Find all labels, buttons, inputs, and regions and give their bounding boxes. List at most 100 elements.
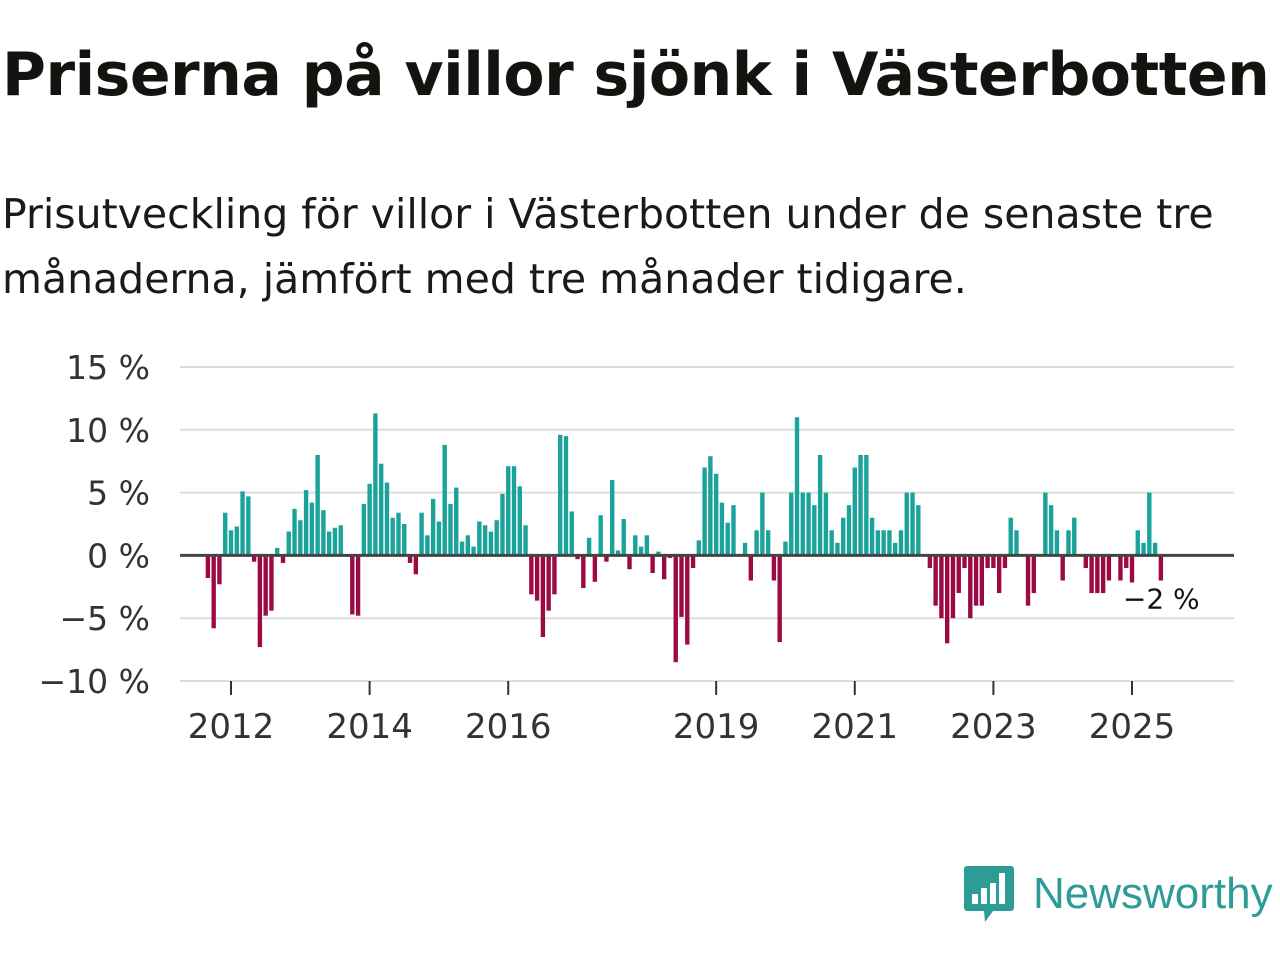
bar	[552, 555, 557, 595]
bar	[217, 555, 222, 585]
bar	[581, 555, 586, 589]
bar	[685, 555, 690, 645]
bar	[442, 444, 447, 556]
bar	[292, 508, 297, 556]
bar	[1048, 505, 1054, 556]
bar	[881, 530, 886, 556]
newsworthy-logo: Newsworthy	[963, 864, 1273, 924]
bar	[586, 537, 592, 556]
y-tick-label: 0 %	[87, 536, 150, 575]
bar	[419, 512, 424, 556]
x-tick-label: 2025	[1089, 707, 1176, 747]
bar	[477, 521, 482, 556]
bar	[968, 555, 973, 619]
bar	[598, 515, 603, 556]
x-tick-label: 2021	[812, 707, 899, 747]
bar	[713, 473, 719, 556]
bar	[944, 555, 950, 644]
bar	[829, 530, 834, 556]
last-value-label: −2 %	[1123, 583, 1200, 616]
bar	[494, 520, 499, 556]
bar	[454, 487, 459, 556]
y-tick-label: −5 %	[60, 599, 151, 638]
bar	[540, 555, 546, 638]
bar	[950, 555, 956, 619]
bar	[471, 546, 476, 556]
bar	[875, 530, 881, 556]
bar	[835, 542, 840, 556]
bar	[315, 454, 320, 556]
bar	[500, 493, 505, 556]
bar	[413, 555, 419, 575]
bar	[1008, 517, 1013, 556]
bar	[817, 454, 823, 556]
bar	[1083, 555, 1088, 568]
bar	[263, 555, 268, 616]
bar	[448, 503, 453, 556]
newsworthy-chart-icon	[964, 866, 1014, 922]
bar	[812, 505, 817, 556]
bar	[592, 555, 598, 582]
bar	[794, 417, 800, 556]
bar	[996, 555, 1002, 594]
bar	[962, 555, 967, 568]
bar	[511, 466, 517, 556]
bar	[638, 546, 644, 556]
bar	[846, 505, 852, 556]
x-tick-label: 2019	[673, 707, 760, 747]
y-tick-label: 5 %	[87, 474, 150, 513]
bar	[656, 551, 661, 556]
bar	[985, 555, 990, 568]
last-value-label-background	[1118, 582, 1199, 617]
bar	[303, 490, 309, 556]
bar	[956, 555, 961, 594]
bar	[904, 492, 909, 556]
last-value-annotation-group: −2 %	[1118, 582, 1200, 617]
bar	[1031, 555, 1037, 594]
bar	[402, 524, 407, 556]
bar	[615, 550, 621, 556]
bar	[979, 555, 985, 606]
bar	[887, 530, 892, 556]
bar	[269, 555, 274, 611]
bar	[309, 502, 315, 556]
bar	[708, 456, 713, 556]
bar	[1072, 517, 1077, 556]
bar	[973, 555, 979, 606]
bar	[731, 505, 736, 556]
bar	[864, 454, 869, 556]
bar	[783, 541, 788, 556]
x-tick-label: 2023	[950, 707, 1037, 747]
bar	[893, 542, 898, 556]
bar	[275, 547, 280, 556]
bar	[939, 555, 944, 619]
bar	[569, 511, 574, 556]
bar	[563, 436, 569, 556]
y-tick-label: 10 %	[66, 411, 150, 450]
bar	[771, 555, 777, 581]
bar	[558, 434, 563, 556]
bar	[575, 555, 580, 560]
bar	[286, 531, 291, 556]
bar	[350, 555, 355, 615]
bars	[205, 413, 1164, 663]
bar	[1129, 555, 1135, 594]
bar	[534, 555, 540, 601]
bar	[332, 527, 338, 556]
bar	[396, 512, 401, 556]
bar	[800, 492, 805, 556]
bar	[869, 517, 875, 556]
bar	[1158, 555, 1164, 581]
bar	[1124, 555, 1129, 568]
bar	[927, 555, 933, 568]
bar	[228, 530, 234, 556]
bar	[211, 555, 216, 629]
bar	[633, 535, 638, 556]
bar	[673, 555, 678, 663]
bar	[1106, 555, 1112, 581]
bar	[610, 480, 615, 556]
bar	[488, 531, 494, 556]
bar	[933, 555, 938, 606]
x-axis-ticks: 2012 2014 2016 2019 2021 2023 2025	[188, 681, 1176, 747]
bar	[1135, 530, 1140, 556]
